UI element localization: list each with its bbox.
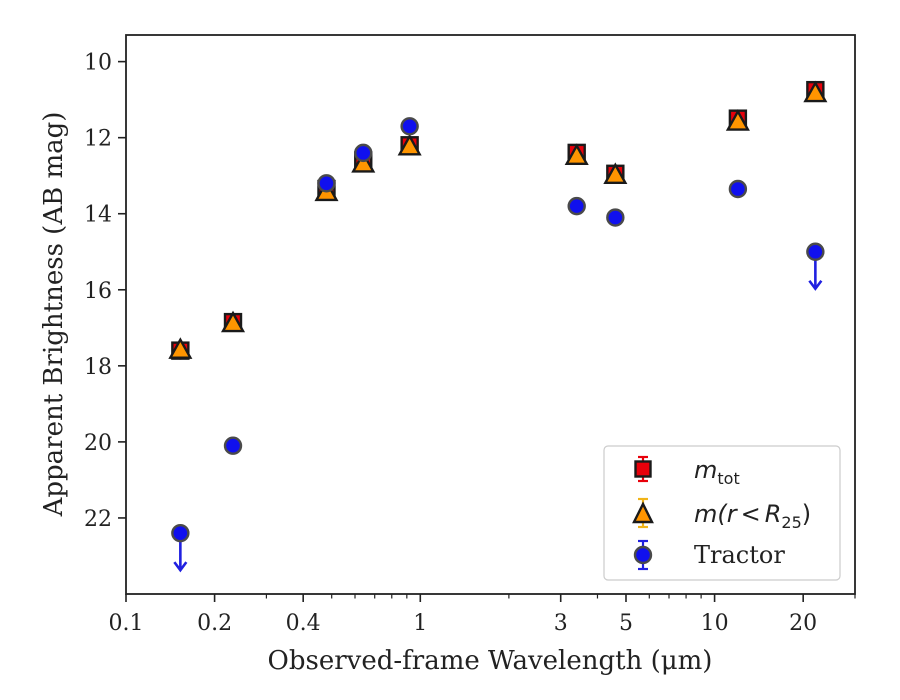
x-axis-label: Observed-frame Wavelength (μm) — [268, 646, 713, 676]
point-circle-6 — [606, 208, 625, 227]
point-circle-3 — [354, 143, 373, 163]
legend-label-mtot: mtot — [694, 456, 740, 488]
marker-triangle — [803, 80, 828, 103]
marker-circle — [567, 196, 586, 216]
upper-limit-arrow — [173, 561, 188, 573]
x-tick-label-4: 3 — [554, 611, 568, 636]
legend-marker-mtot — [634, 455, 652, 483]
point-circle-1 — [223, 436, 243, 455]
marker-triangle — [725, 109, 750, 131]
point-triangle-7 — [725, 109, 750, 131]
legend-label-mr25: m(r < R25) — [694, 500, 811, 532]
x-tick-label-3: 1 — [413, 611, 427, 636]
marker-circle — [806, 242, 825, 261]
tick-labels: 0.1 0.2 0.4 1 3 5 10 20 10 12 14 16 18 20 22 — [84, 51, 817, 636]
marker-circle — [606, 208, 625, 227]
marker-circle — [223, 436, 243, 455]
point-triangle-0 — [168, 337, 193, 359]
marker-circle — [400, 117, 419, 136]
x-tick-label-1: 0.2 — [197, 611, 232, 636]
point-circle-5 — [567, 196, 586, 216]
marker-circle — [317, 174, 336, 193]
y-tick-label-4: 18 — [84, 355, 112, 380]
point-triangle-1 — [220, 310, 246, 333]
y-tick-label-0: 10 — [84, 51, 112, 76]
marker-circle — [728, 179, 748, 199]
x-tick-label-0: 0.1 — [109, 611, 144, 636]
legend-label-tractor: Tractor — [694, 541, 785, 569]
point-triangle-6 — [603, 162, 628, 184]
marker-triangle — [603, 162, 628, 184]
marker-triangle — [397, 133, 422, 156]
marker-triangle — [220, 310, 246, 333]
legend-marker-mr25 — [632, 497, 654, 529]
point-circle-8 — [806, 242, 825, 291]
point-circle-2 — [317, 174, 336, 193]
point-circle-0 — [171, 523, 190, 573]
marker-circle — [171, 523, 190, 543]
legend-marker-tractor — [633, 539, 653, 571]
marker-triangle — [168, 337, 193, 359]
x-tick-label-5: 5 — [619, 611, 633, 636]
y-tick-label-2: 14 — [84, 203, 112, 228]
point-triangle-5 — [564, 143, 589, 165]
y-tick-label-3: 16 — [84, 279, 112, 304]
marker-triangle — [351, 150, 376, 173]
y-tick-label-5: 20 — [84, 431, 112, 456]
x-tick-label-2: 0.4 — [286, 611, 321, 636]
legend: mtot m(r < R25) Tractor — [603, 445, 841, 581]
y-tick-label-6: 22 — [84, 507, 112, 532]
point-circle-4 — [400, 117, 419, 136]
legend-box — [603, 445, 841, 581]
upper-limit-arrow — [808, 279, 823, 291]
y-tick-label-1: 12 — [84, 127, 112, 152]
point-circle-7 — [728, 179, 748, 199]
x-tick-label-7: 20 — [789, 611, 817, 636]
plot-frame — [125, 34, 856, 595]
data-marks — [168, 80, 828, 573]
x-tick-label-6: 10 — [701, 611, 729, 636]
point-triangle-8 — [803, 80, 828, 103]
marker-triangle — [564, 143, 589, 165]
y-axis-label: Apparent Brightness (AB mag) — [39, 112, 69, 518]
point-triangle-4 — [397, 133, 422, 156]
marker-circle — [354, 143, 373, 163]
